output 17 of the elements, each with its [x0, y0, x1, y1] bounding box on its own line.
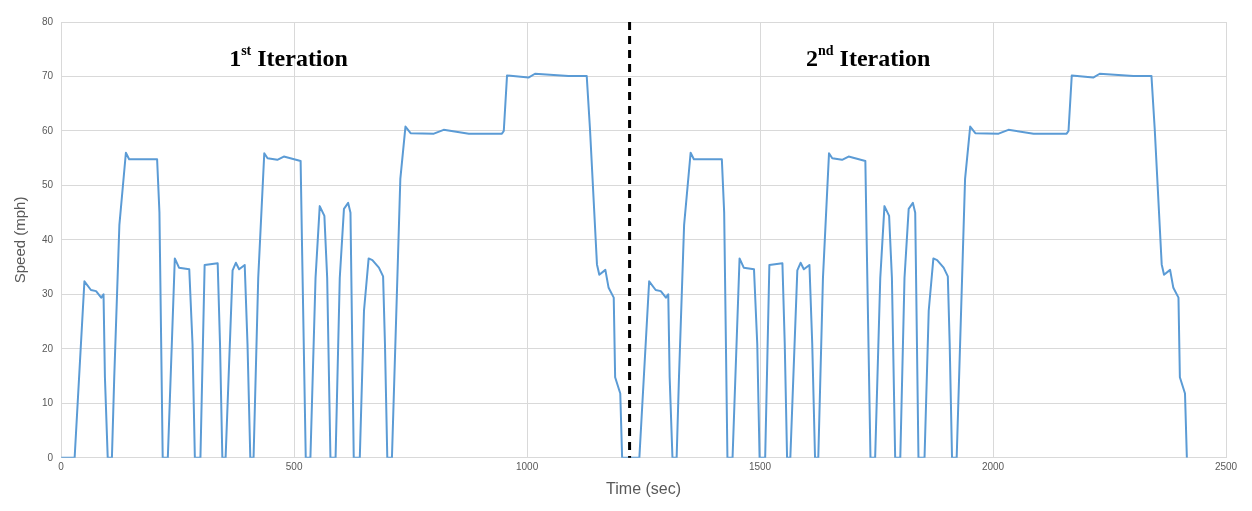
- y-tick-label: 0: [47, 451, 54, 463]
- y-tick-label: 20: [42, 342, 54, 354]
- y-tick-label: 80: [42, 15, 54, 27]
- y-tick-label: 50: [42, 179, 54, 191]
- y-tick-label: 10: [42, 397, 54, 409]
- x-tick-label: 500: [285, 460, 303, 472]
- x-tick-label: 2000: [981, 460, 1005, 472]
- x-tick-label: 1000: [515, 460, 539, 472]
- x-tick-label: 1500: [748, 460, 772, 472]
- x-tick-label: 2500: [1214, 460, 1238, 472]
- y-tick-label: 30: [42, 288, 54, 300]
- y-axis-title: Speed (mph): [11, 196, 29, 284]
- y-tick-label: 40: [42, 233, 54, 245]
- x-axis-title: Time (sec): [606, 479, 682, 497]
- y-tick-label: 70: [42, 70, 54, 82]
- y-tick-label: 60: [42, 124, 54, 136]
- x-tick-label: 0: [58, 460, 65, 472]
